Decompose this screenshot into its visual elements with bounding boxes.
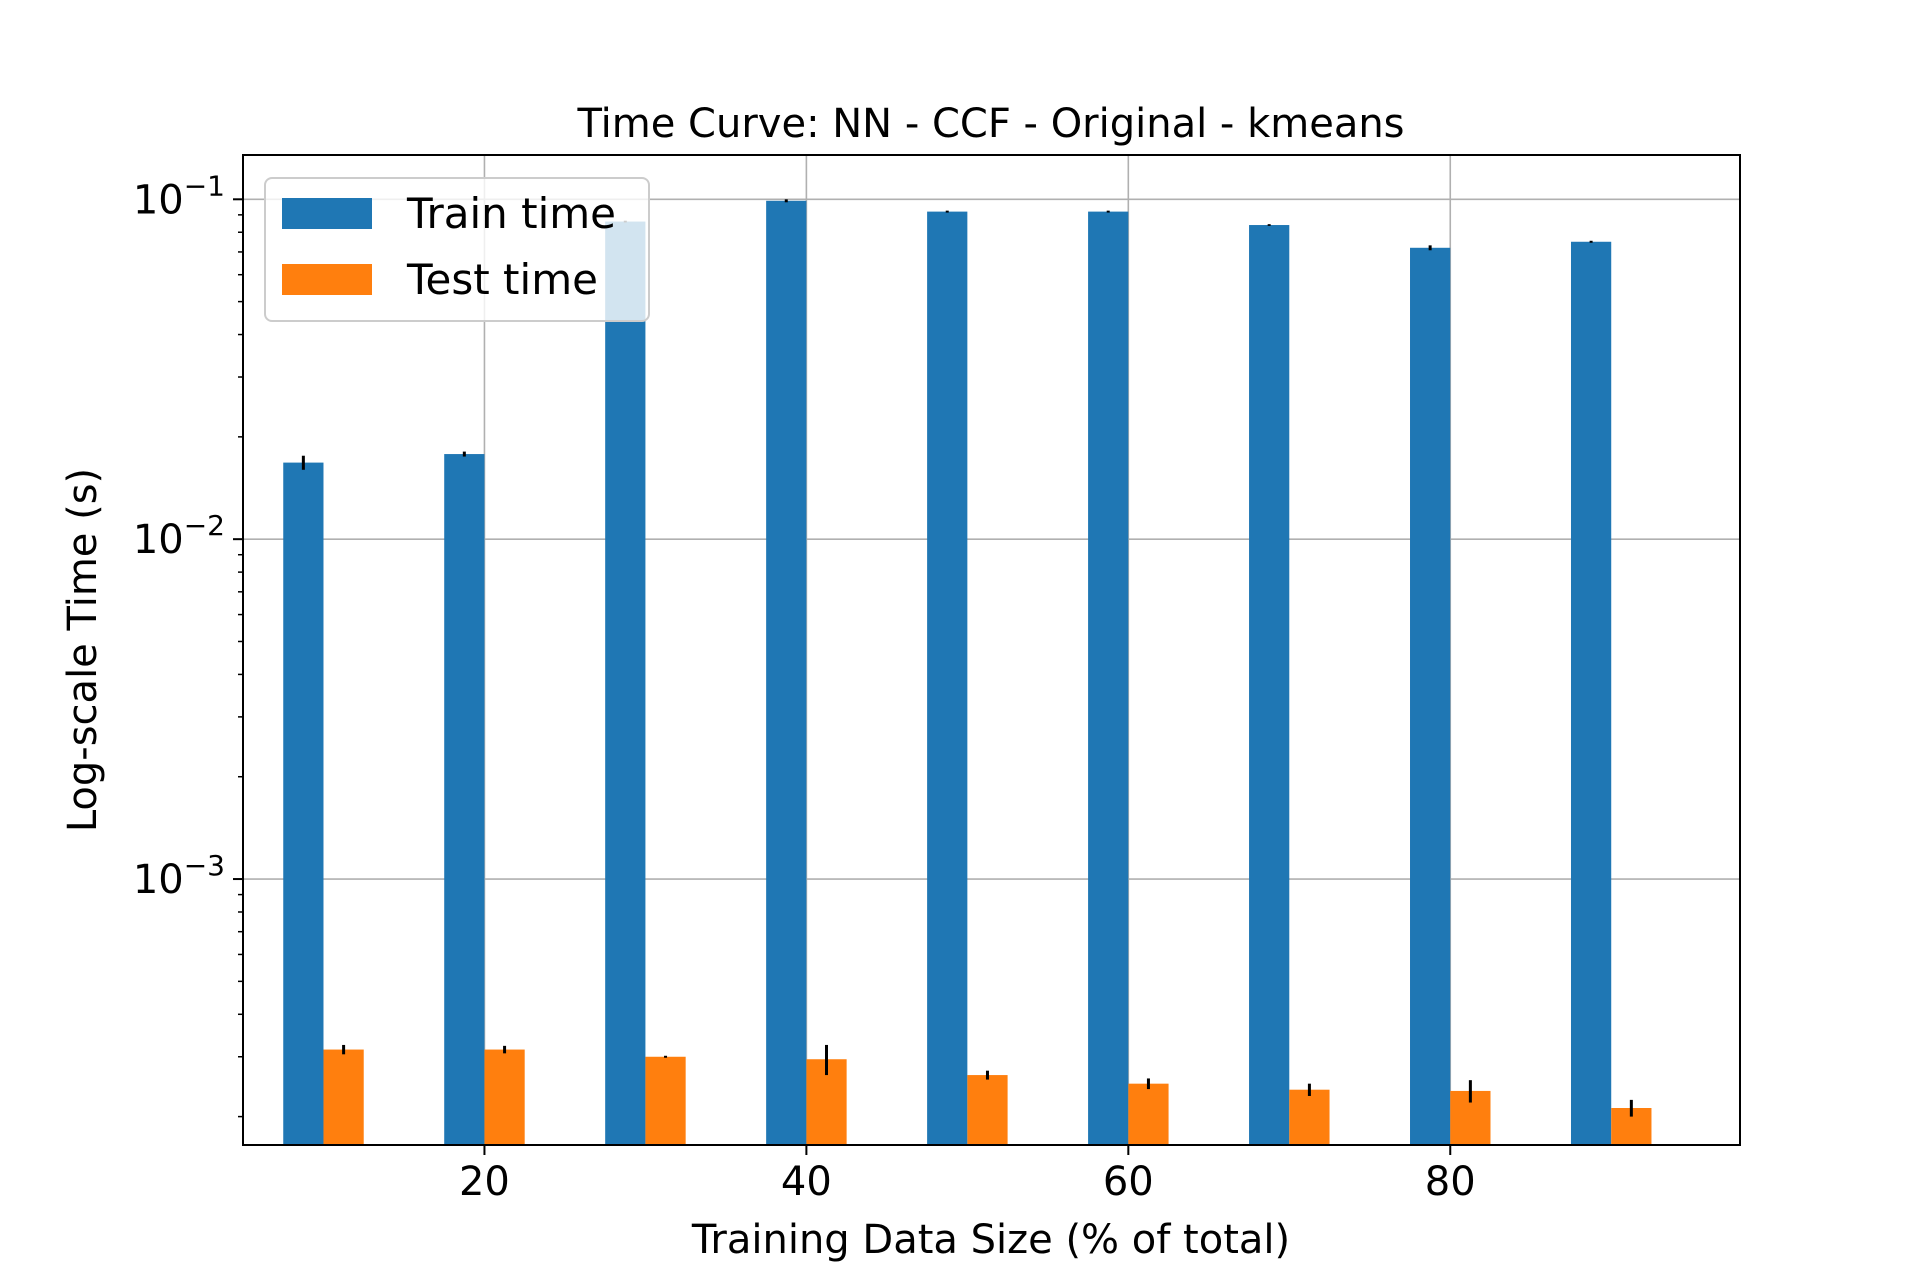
error-bars [301,199,1633,1117]
y-tick-label: 10−2 [133,509,225,563]
x-tick-label: 80 [1425,1159,1476,1205]
legend-label-test: Test time [406,255,598,304]
x-tick-label: 20 [459,1159,510,1205]
bar-train [605,221,646,1145]
bar-test [645,1056,686,1145]
bar-train [1088,211,1129,1146]
bar-train [1249,225,1290,1146]
x-tick-label: 60 [1103,1159,1154,1205]
chart-title: Time Curve: NN - CCF - Original - kmeans [576,101,1404,147]
legend-swatch-train [282,198,372,229]
bar-train [444,454,485,1146]
bar-test [1289,1089,1330,1145]
x-axis-label: Training Data Size (% of total) [691,1217,1290,1263]
y-tick-label: 10−1 [133,169,225,223]
x-tick-label: 40 [781,1159,832,1205]
bar-train [766,200,807,1145]
bar-test [967,1075,1008,1145]
axis-ticks: 20 40 60 80 10−3 10−2 10−1 [133,169,1476,1205]
bar-test [323,1049,364,1145]
plot-frame [242,154,1741,1146]
bar-train [1570,241,1612,1145]
bar-test [1128,1083,1169,1145]
y-tick-label: 10−3 [133,849,225,903]
bars [283,200,1652,1146]
legend-swatch-test [282,264,372,295]
bar-train [927,211,968,1146]
y-axis-label: Log-scale Time (s) [60,468,106,832]
legend: Train time Test time [264,177,650,322]
bar-test [484,1049,525,1145]
bar-train [283,462,324,1145]
legend-label-train: Train time [406,189,616,238]
bar-train [1410,247,1451,1145]
